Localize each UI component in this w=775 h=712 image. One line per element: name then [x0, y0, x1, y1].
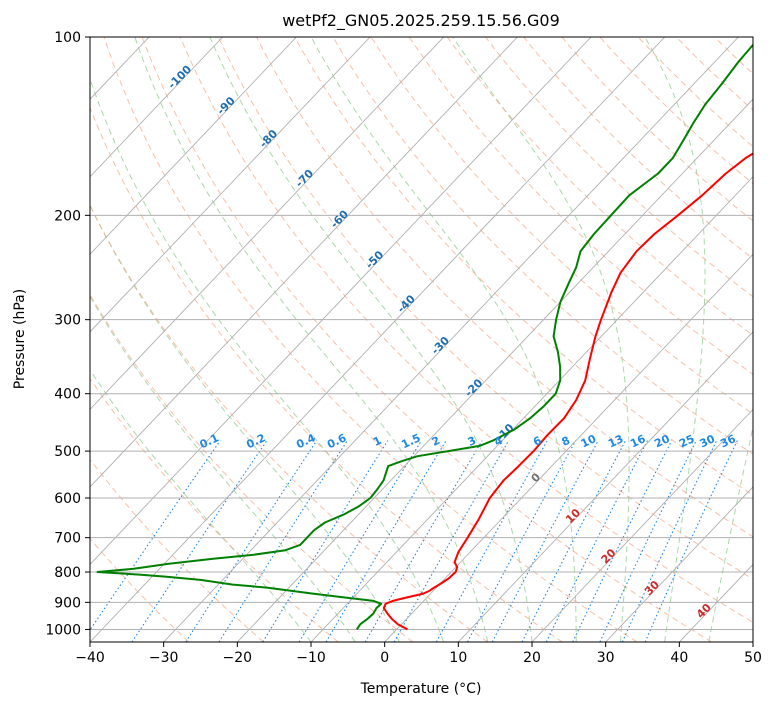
y-tick-label: 900 [54, 595, 81, 611]
y-axis-label: Pressure (hPa) [12, 289, 28, 389]
y-tick-label: 300 [54, 313, 81, 329]
y-tick-label: 700 [54, 531, 81, 547]
y-tick-label: 1000 [45, 622, 81, 638]
x-tick-label: 50 [744, 650, 762, 666]
x-tick-label: −10 [296, 650, 326, 666]
y-tick-label: 100 [54, 30, 81, 46]
x-tick-label: −40 [75, 650, 105, 666]
x-tick-label: 30 [597, 650, 615, 666]
x-tick-label: 40 [670, 650, 688, 666]
x-tick-label: −20 [223, 650, 253, 666]
x-tick-label: 20 [523, 650, 541, 666]
y-tick-label: 600 [54, 491, 81, 507]
y-tick-label: 500 [54, 444, 81, 460]
y-tick-label: 800 [54, 565, 81, 581]
y-tick-label: 200 [54, 208, 81, 224]
x-tick-label: 10 [449, 650, 467, 666]
x-tick-label: 0 [380, 650, 389, 666]
x-axis-label: Temperature (°C) [360, 681, 482, 697]
y-tick-label: 400 [54, 387, 81, 403]
x-tick-label: −30 [149, 650, 179, 666]
chart-title: wetPf2_GN05.2025.259.15.56.G09 [282, 11, 560, 31]
